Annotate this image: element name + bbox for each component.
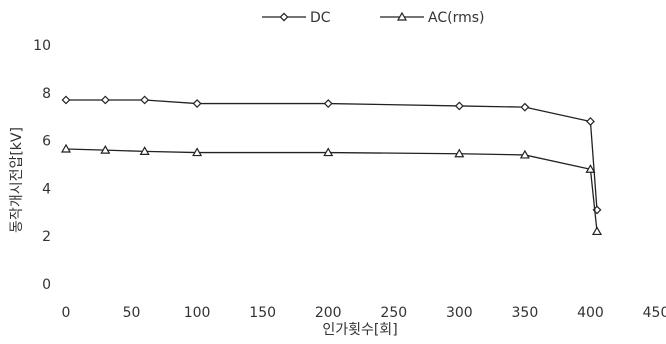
- series-layer: [60, 95, 603, 236]
- x-tick-label: 250: [380, 305, 407, 321]
- data-point: [454, 148, 465, 158]
- legend-label: AC(rms): [428, 10, 484, 26]
- x-axis-title: 인가횟수[회]: [322, 322, 397, 338]
- data-point: [519, 149, 530, 159]
- data-point: [585, 117, 595, 126]
- data-point: [60, 143, 72, 153]
- data-point: [61, 95, 71, 105]
- data-point: [520, 102, 530, 112]
- data-point: [454, 101, 464, 111]
- x-tick-label: 100: [184, 305, 211, 321]
- x-tick-label: 300: [446, 305, 473, 321]
- y-tick-label: 10: [33, 38, 51, 54]
- y-tick-label: 8: [42, 86, 51, 102]
- y-tick-label: 4: [42, 181, 51, 197]
- data-point: [323, 99, 333, 109]
- data-point: [100, 144, 111, 154]
- x-tick-label: 450: [643, 305, 666, 321]
- x-tick-label: 150: [249, 305, 276, 321]
- series-dc: [61, 95, 602, 215]
- y-axis-ticks: 0 2 4 6 8 10: [33, 38, 51, 293]
- data-point: [192, 99, 202, 109]
- data-point: [192, 147, 203, 157]
- legend: DC AC(rms): [262, 10, 484, 26]
- y-tick-label: 6: [42, 134, 51, 150]
- series-line: [65, 148, 598, 232]
- x-tick-label: 200: [315, 305, 342, 321]
- legend-marker: [396, 11, 408, 21]
- legend-marker: [279, 12, 289, 22]
- x-tick-label: 0: [62, 305, 71, 321]
- x-tick-label: 400: [577, 305, 604, 321]
- x-tick-label: 50: [123, 305, 141, 321]
- data-point: [139, 146, 150, 155]
- y-axis-title: 동작개시전압[kV]: [9, 127, 25, 233]
- data-point: [100, 95, 110, 105]
- data-point: [591, 226, 603, 236]
- series-ac-rms: [60, 143, 603, 236]
- legend-label: DC: [310, 10, 331, 26]
- legend-item: DC: [262, 10, 331, 26]
- legend-item: AC(rms): [380, 10, 484, 26]
- x-tick-label: 350: [512, 305, 539, 321]
- y-tick-label: 2: [42, 229, 51, 245]
- y-tick-label: 0: [42, 277, 51, 293]
- data-point: [585, 164, 596, 173]
- data-point: [323, 147, 334, 157]
- data-point: [140, 95, 150, 105]
- x-axis-ticks: 0 50 100 150 200 250 300 350 400 450: [62, 305, 666, 321]
